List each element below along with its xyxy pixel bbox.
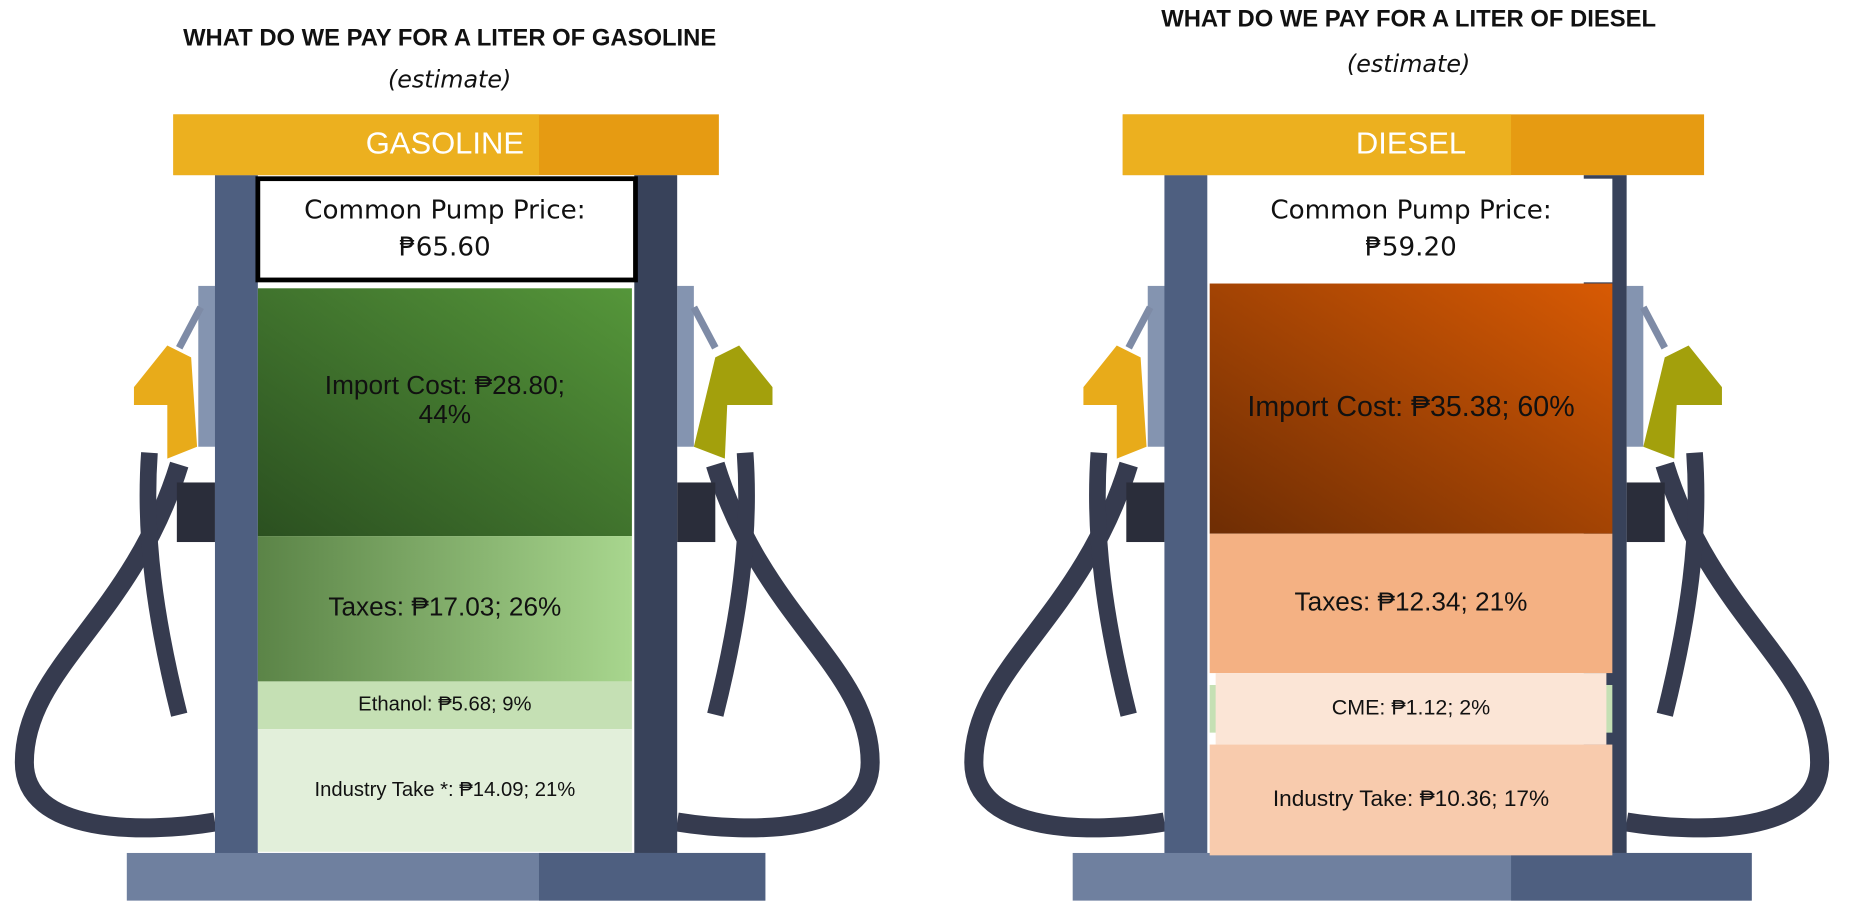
pump-panel: DIESEL Common Pump Price: ₱59.20 Import Cos… — [974, 6, 1820, 901]
nozzle-hose — [1129, 307, 1150, 348]
holster — [1627, 482, 1665, 542]
segment-label: Import Cost: ₱28.80; — [325, 370, 565, 400]
segment-label: Import Cost: ₱35.38; 60% — [1247, 391, 1574, 423]
segment-label: Industry Take: ₱10.36; 17% — [1273, 786, 1549, 811]
pump-label: GASOLINE — [366, 126, 524, 161]
nozzle — [1083, 345, 1146, 458]
post — [215, 175, 258, 854]
price-label: Common Pump Price: — [304, 195, 585, 225]
nozzle-hose — [1643, 307, 1664, 348]
price-label: Common Pump Price: — [1270, 195, 1551, 225]
nozzle — [134, 345, 197, 458]
subtitle: (estimate) — [1347, 50, 1470, 78]
subtitle: (estimate) — [388, 66, 511, 94]
nozzle — [694, 345, 773, 458]
segment-label: CME: ₱1.12; 2% — [1332, 695, 1490, 719]
segment-label: Taxes: ₱12.34; 21% — [1295, 586, 1528, 616]
title: WHAT DO WE PAY FOR A LITER OF GASOLINE — [183, 25, 716, 52]
price-value: ₱59.20 — [1365, 232, 1457, 262]
base — [539, 853, 765, 901]
segment-label: Ethanol: ₱5.68; 9% — [358, 694, 531, 716]
post — [634, 175, 677, 854]
holster — [177, 482, 215, 542]
nozzle-hose — [179, 307, 200, 348]
segment-label: 44% — [419, 399, 471, 429]
title: WHAT DO WE PAY FOR A LITER OF DIESEL — [1161, 6, 1656, 33]
post — [1164, 175, 1207, 854]
holster — [1126, 482, 1164, 542]
base — [1511, 853, 1752, 901]
infographic: GASOLINE Common Pump Price: ₱65.60 Import C… — [0, 0, 1869, 903]
pump-panel: GASOLINE Common Pump Price: ₱65.60 Import C… — [24, 25, 870, 901]
price-value: ₱65.60 — [399, 232, 491, 262]
price-box — [258, 179, 636, 280]
segment-label: Taxes: ₱17.03; 26% — [328, 592, 561, 622]
nozzle — [1643, 345, 1722, 458]
nozzle-hose — [694, 307, 715, 348]
segment-label: Industry Take *: ₱14.09; 21% — [314, 779, 575, 801]
pump-label: DIESEL — [1356, 126, 1466, 161]
holster — [677, 482, 715, 542]
price-box — [1210, 179, 1613, 283]
